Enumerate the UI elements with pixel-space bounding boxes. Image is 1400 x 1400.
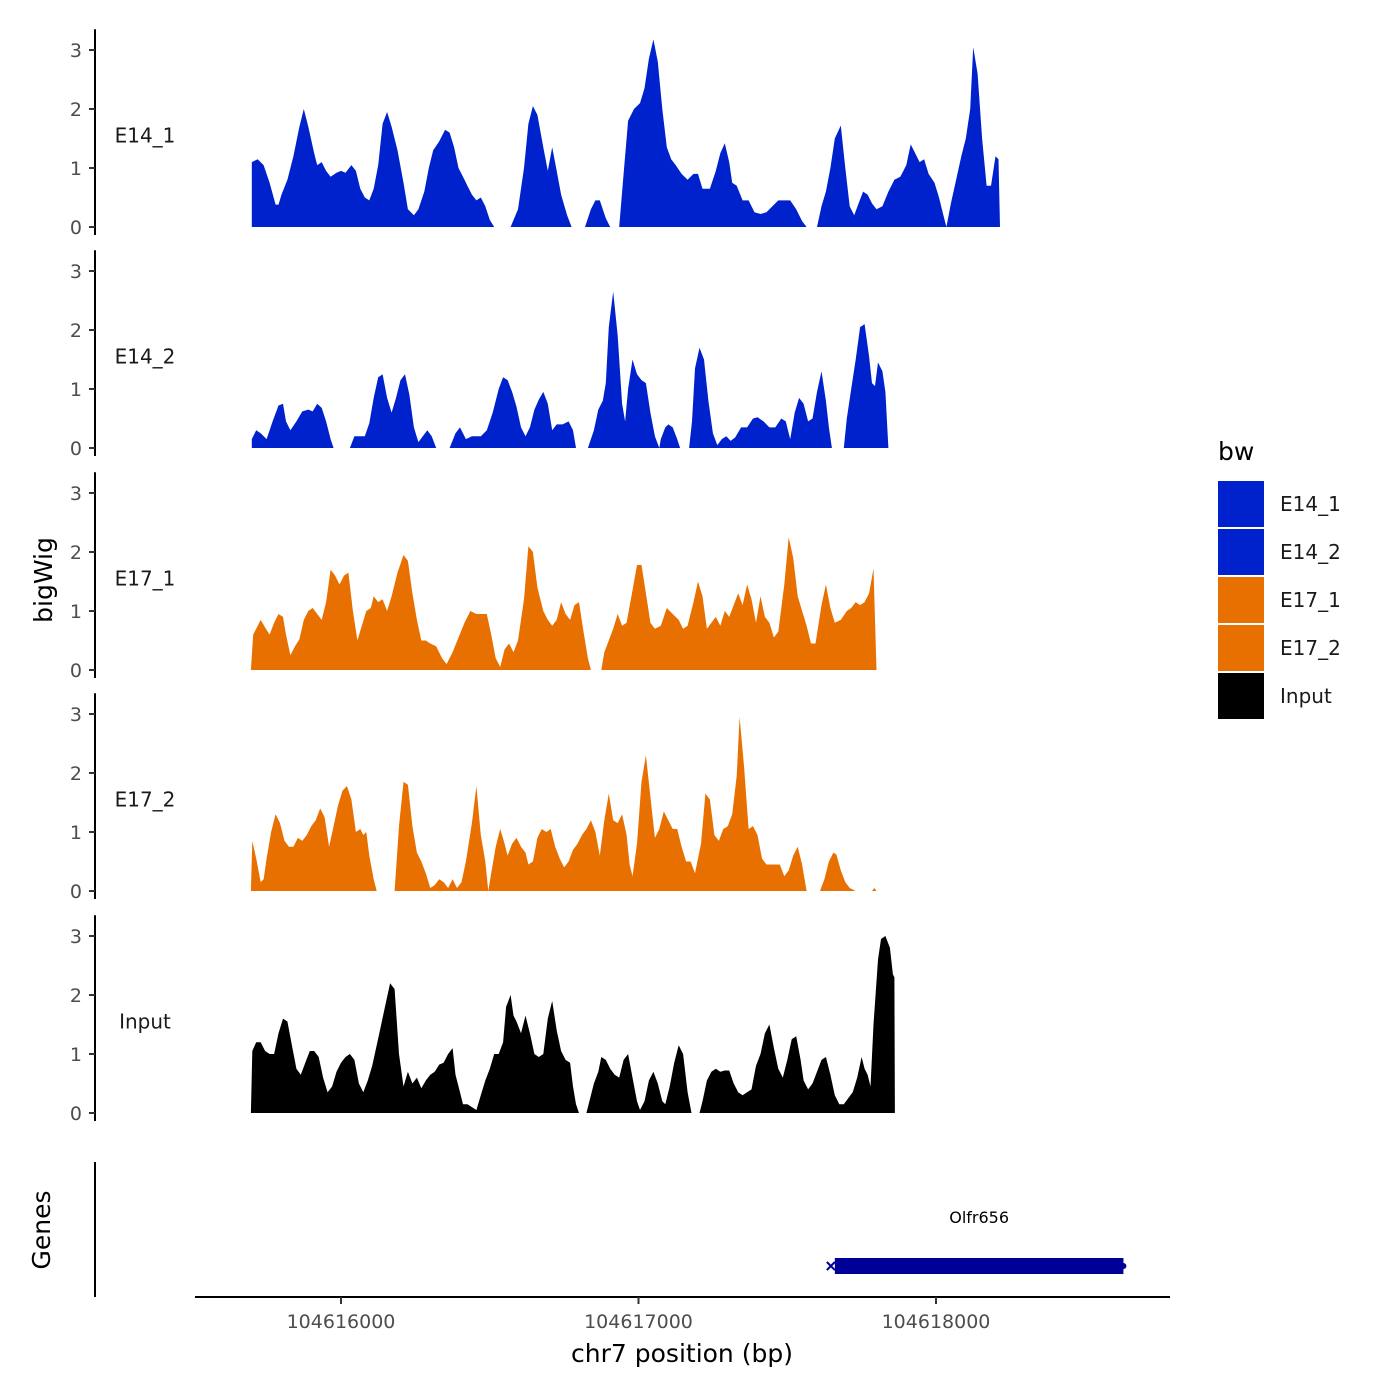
x-tick-label: 104617000 xyxy=(584,1311,693,1333)
coverage-area xyxy=(585,200,611,227)
coverage-area xyxy=(510,106,572,227)
y-tick-label: 1 xyxy=(70,822,82,844)
y-tick-label: 2 xyxy=(70,985,82,1007)
y-tick-label: 3 xyxy=(70,483,82,505)
coverage-area xyxy=(619,39,807,228)
y-tick-label: 2 xyxy=(70,99,82,121)
coverage-area xyxy=(872,888,877,891)
coverage-area xyxy=(601,537,877,670)
y-tick-label: 3 xyxy=(70,40,82,62)
y-tick-label: 2 xyxy=(70,320,82,342)
x-tick-label: 104618000 xyxy=(882,1311,991,1333)
coverage-area xyxy=(820,852,856,891)
coverage-area xyxy=(251,109,495,227)
gene-end-marker xyxy=(1120,1263,1127,1269)
legend-label: E17_2 xyxy=(1280,636,1341,660)
y-tick-label: 2 xyxy=(70,763,82,785)
track-label: E14_2 xyxy=(115,345,176,369)
legend: bw E14_1 E14_2 E17_1 E17_2 Input xyxy=(1218,437,1341,719)
gene-start-marker xyxy=(826,1261,836,1271)
coverage-area xyxy=(689,347,832,448)
coverage-area xyxy=(843,324,889,448)
y-tick-label: 0 xyxy=(70,217,82,239)
y-axis-title: bigWig xyxy=(29,537,58,623)
coverage-area xyxy=(251,403,334,448)
gene-label: Olfr656 xyxy=(949,1208,1009,1227)
legend-title: bw xyxy=(1218,437,1254,466)
track-label: E17_1 xyxy=(115,567,176,591)
gene-layer: Olfr656 xyxy=(826,1208,1127,1274)
coverage-area xyxy=(250,983,579,1113)
y-tick-label: 1 xyxy=(70,601,82,623)
y-tick-label: 0 xyxy=(70,660,82,682)
legend-swatch xyxy=(1218,529,1264,575)
tracks-layer: 0 1 2 3 E14_1 0 1 2 3 E14_2 0 1 2 3 E17_1 0 1 2 3 E17_2 0 1 2 3… xyxy=(70,29,1000,1125)
track-E14_2: 0 1 2 3 E14_2 xyxy=(70,250,889,460)
track-label: E14_1 xyxy=(115,124,176,148)
coverage-area xyxy=(586,1045,692,1113)
y-tick-label: 3 xyxy=(70,261,82,283)
y-tick-label: 1 xyxy=(70,379,82,401)
legend-swatch xyxy=(1218,673,1264,719)
legend-label: E17_1 xyxy=(1280,588,1341,612)
legend-label: E14_2 xyxy=(1280,540,1341,564)
gene-body xyxy=(834,1258,1124,1274)
y-tick-label: 3 xyxy=(70,704,82,726)
legend-swatch xyxy=(1218,625,1264,671)
track-E17_2: 0 1 2 3 E17_2 xyxy=(70,693,877,903)
legend-label: Input xyxy=(1280,684,1332,708)
coverage-area xyxy=(587,291,681,448)
coverage-area xyxy=(250,786,377,891)
legend-label: E14_1 xyxy=(1280,492,1341,516)
coverage-area xyxy=(250,546,591,670)
legend-swatch xyxy=(1218,481,1264,527)
coverage-area xyxy=(817,47,1000,227)
y-tick-label: 0 xyxy=(70,438,82,460)
y-tick-label: 3 xyxy=(70,926,82,948)
track-E17_1: 0 1 2 3 E17_1 xyxy=(70,472,877,682)
y-tick-label: 1 xyxy=(70,1044,82,1066)
coverage-area xyxy=(349,374,437,448)
coverage-area xyxy=(449,377,576,448)
track-label: Input xyxy=(119,1010,171,1034)
y-tick-label: 0 xyxy=(70,881,82,903)
legend-swatch xyxy=(1218,577,1264,623)
x-axis-title: chr7 position (bp) xyxy=(571,1339,793,1368)
y-tick-label: 2 xyxy=(70,542,82,564)
x-axis: 104616000 104617000 104618000 xyxy=(195,1296,1170,1333)
genes-axis-title: Genes xyxy=(27,1190,56,1269)
coverage-area xyxy=(394,717,807,891)
genes-panel: Genes Olfr656 xyxy=(27,1162,1127,1297)
track-E14_1: 0 1 2 3 E14_1 xyxy=(70,29,1000,239)
y-tick-label: 1 xyxy=(70,158,82,180)
coverage-area xyxy=(699,936,895,1113)
x-tick-label: 104616000 xyxy=(287,1311,396,1333)
track-Input: 0 1 2 3 Input xyxy=(70,915,895,1125)
track-label: E17_2 xyxy=(115,788,176,812)
y-tick-label: 0 xyxy=(70,1103,82,1125)
